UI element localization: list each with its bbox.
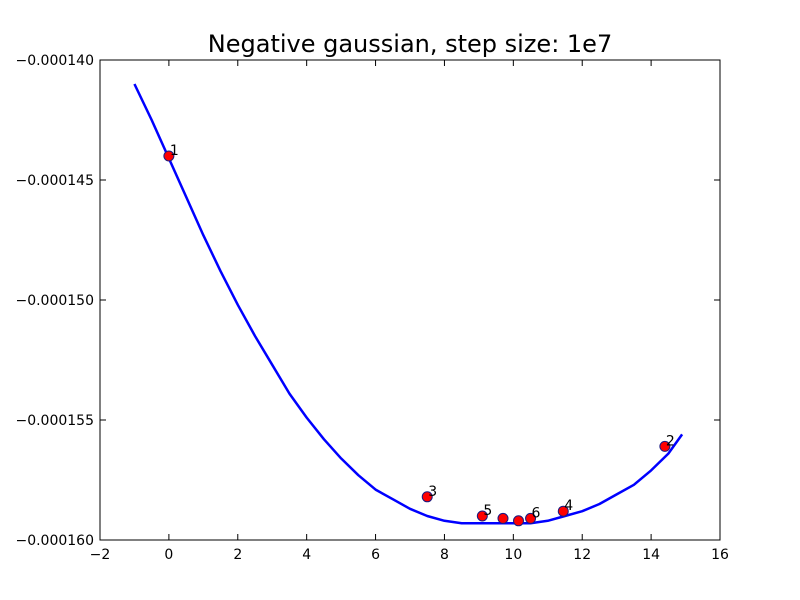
point-label: 3 — [428, 484, 437, 500]
x-tick-label: 12 — [573, 547, 591, 563]
point-label: 4 — [564, 498, 573, 514]
point-label: 2 — [666, 433, 675, 449]
x-tick-label: 10 — [504, 547, 522, 563]
data-point — [163, 150, 175, 162]
data-point — [557, 505, 569, 517]
fitted-curve — [133, 83, 684, 525]
y-tick-label: −0.000145 — [15, 173, 94, 189]
plot-area: −2 0 2 4 6 8 10 12 14 16−0.000160−0.000155−0.0001… — [15, 53, 729, 563]
data-point — [421, 491, 433, 503]
x-tick-label: 6 — [371, 547, 380, 563]
x-tick-label: 2 — [233, 547, 242, 563]
point-label: 5 — [483, 503, 492, 519]
data-point — [513, 515, 524, 527]
y-tick-label: −0.000155 — [15, 413, 94, 429]
x-tick-label: 0 — [164, 547, 173, 563]
x-tick-label: 16 — [711, 547, 729, 563]
x-tick-label: −2 — [90, 547, 111, 563]
y-tick-label: −0.000140 — [15, 53, 94, 69]
data-point — [525, 512, 537, 524]
x-tick-label: 14 — [642, 547, 660, 563]
data-point — [659, 440, 671, 452]
y-tick-label: −0.000150 — [15, 293, 94, 309]
data-point — [497, 512, 509, 524]
plot-frame — [99, 59, 721, 541]
x-tick-label: 8 — [440, 547, 449, 563]
x-tick-label: 4 — [302, 547, 311, 563]
point-label: 6 — [532, 505, 541, 521]
y-tick-label: −0.000160 — [15, 533, 94, 549]
data-point — [476, 510, 488, 522]
point-label: 1 — [170, 143, 179, 159]
chart-title: Negative gaussian, step size: 1e7 — [208, 30, 612, 58]
